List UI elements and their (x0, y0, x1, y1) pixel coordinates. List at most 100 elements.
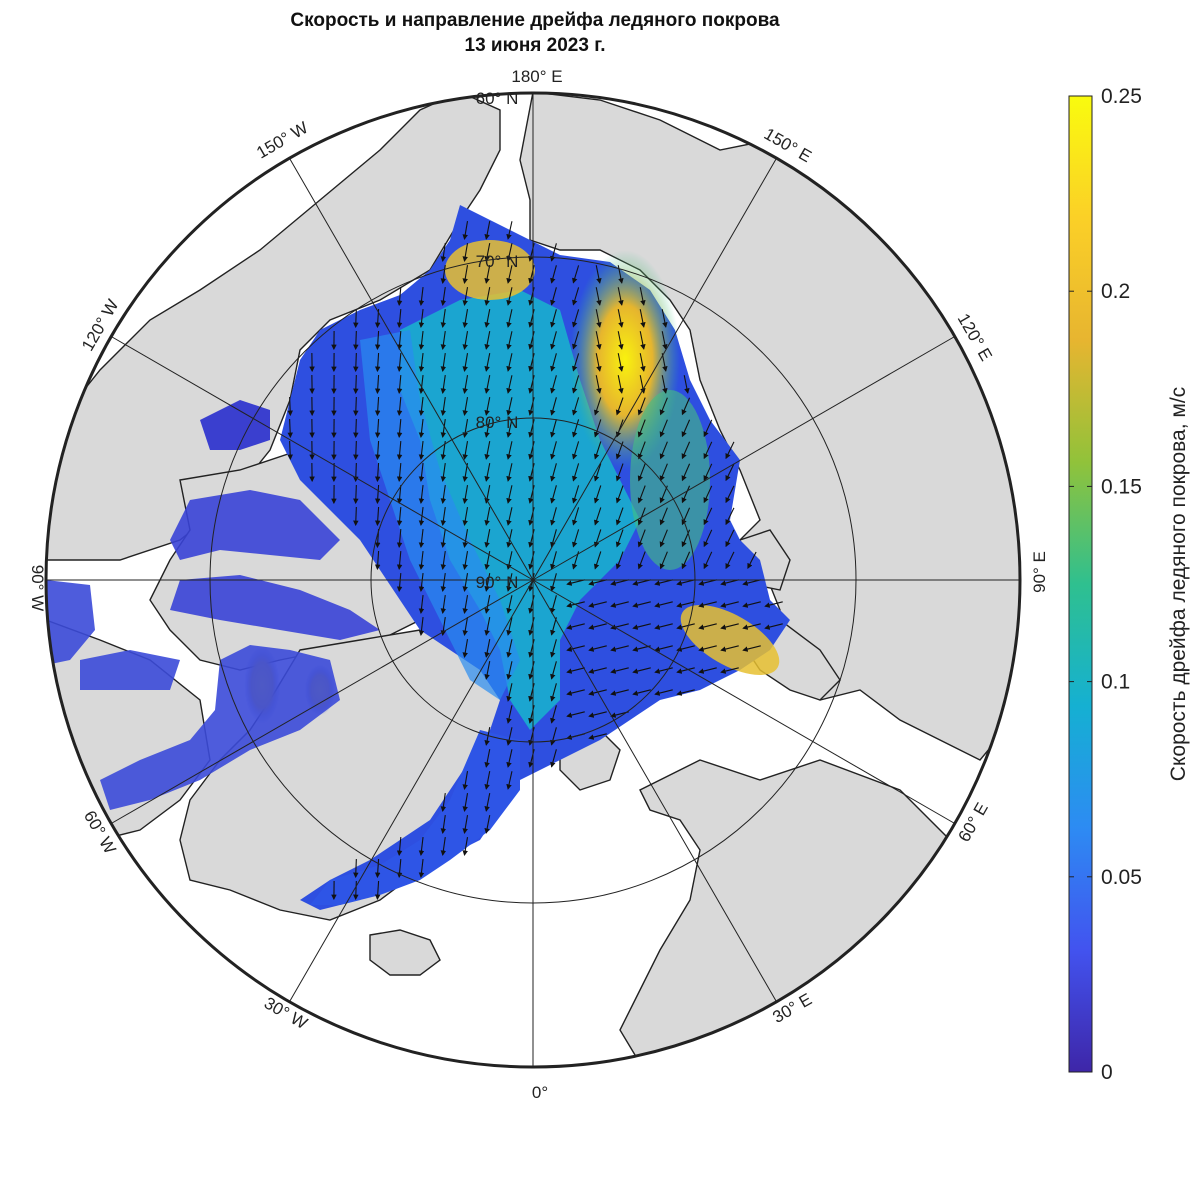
colorbar-tick-label: 0.15 (1101, 475, 1142, 498)
drift-arrow (617, 309, 624, 328)
drift-arrow (610, 623, 629, 630)
drift-arrow (462, 595, 469, 614)
label-80n: 80° N (476, 413, 519, 432)
drift-arrows (287, 221, 783, 901)
meridian-line (532, 157, 777, 581)
drift-arrow (484, 331, 491, 350)
colorbar-tick-label: 0.2 (1101, 280, 1130, 303)
drift-arrow (506, 529, 513, 548)
drift-arrow (725, 485, 735, 504)
drift-arrow (661, 309, 668, 328)
drift-arrow (484, 309, 491, 328)
drift-arrow (506, 705, 513, 724)
drift-arrow (440, 419, 447, 438)
drift-arrow (617, 353, 624, 372)
drift-arrow (572, 419, 580, 438)
drift-arrow (764, 601, 783, 608)
drift-arrow (654, 579, 673, 586)
drift-arrow (681, 463, 691, 482)
drift-arrow (353, 374, 359, 395)
drift-arrow (462, 441, 469, 460)
drift-arrow (462, 551, 469, 570)
drift-arrow (566, 623, 585, 630)
drift-arrow (462, 771, 469, 790)
drift-arrow (440, 463, 447, 482)
drift-arrow (374, 506, 381, 527)
drift-arrow (506, 309, 513, 328)
drift-arrow (374, 396, 381, 417)
drift-arrow (440, 793, 447, 812)
drift-arrow (681, 441, 691, 460)
drift-arrow (572, 287, 580, 306)
drift-arrow (703, 441, 713, 460)
drift-arrow (440, 573, 447, 592)
drift-arrow (588, 667, 607, 674)
meridian-line (532, 336, 956, 581)
drift-arrow (676, 579, 695, 586)
colorbar-label: Скорость дрейфа ледяного покрова, м/с (1167, 387, 1190, 781)
drift-arrow (484, 243, 491, 262)
drift-arrow (742, 645, 761, 652)
drift-arrow (550, 331, 557, 350)
drift-arrow (506, 441, 513, 460)
drift-arrow (639, 309, 646, 328)
drift-arrow (374, 880, 381, 901)
drift-arrow (615, 529, 624, 548)
drift-arrow (595, 353, 602, 372)
meridian-line (110, 579, 534, 824)
drift-arrow (593, 441, 602, 460)
drift-arrow (396, 572, 403, 593)
drift-arrow (637, 463, 646, 482)
drift-arrow (572, 463, 580, 482)
drift-arrow (615, 551, 624, 570)
drift-arrow (418, 836, 425, 857)
drift-arrow (418, 374, 425, 395)
drift-arrow (506, 749, 513, 768)
drift-arrow (572, 331, 580, 350)
drift-arrow (484, 595, 491, 614)
drift-arrow (661, 375, 668, 394)
drift-arrow (676, 623, 695, 630)
drift-arrow (506, 727, 513, 746)
drift-arrow (396, 550, 403, 571)
drift-arrow (418, 396, 425, 417)
drift-arrow (566, 711, 585, 718)
drift-arrow (637, 507, 646, 526)
drift-arrow (440, 397, 447, 416)
drift-arrow (418, 308, 425, 329)
drift-arrow (659, 397, 668, 416)
ice-hudson (46, 580, 180, 690)
drift-arrow (374, 418, 381, 439)
drift-arrow (440, 265, 447, 284)
drift-arrow (610, 689, 629, 696)
drift-arrow (440, 287, 447, 306)
drift-arrow (506, 419, 513, 438)
drift-arrow (720, 667, 739, 674)
drift-arrow (615, 397, 624, 416)
colorbar-tick-label: 0.05 (1101, 866, 1142, 889)
drift-arrow (593, 397, 602, 416)
drift-arrow (617, 287, 624, 306)
drift-arrow (725, 463, 735, 482)
drift-arrow (698, 667, 717, 674)
drift-arrow (681, 551, 691, 570)
drift-arrow (418, 484, 425, 505)
drift-arrow (632, 601, 651, 608)
drift-arrow (550, 705, 557, 724)
drift-arrow (462, 243, 469, 262)
drift-arrow (484, 375, 491, 394)
drift-arrow (484, 661, 491, 680)
parallel-labels: 60° N 70° N 80° N 90° N (476, 89, 519, 592)
drift-arrow (462, 507, 469, 526)
land-iceland (369, 929, 441, 976)
label-90n: 90° N (476, 573, 519, 592)
drift-arrow (440, 353, 447, 372)
drift-arrow (742, 579, 761, 586)
drift-arrow (353, 352, 359, 373)
drift-arrow (566, 689, 585, 696)
drift-arrow (374, 352, 381, 373)
drift-arrow (396, 440, 403, 461)
colorbar-tick-label: 0.25 (1101, 85, 1142, 108)
title-line-2: 13 июня 2023 г. (464, 35, 606, 56)
